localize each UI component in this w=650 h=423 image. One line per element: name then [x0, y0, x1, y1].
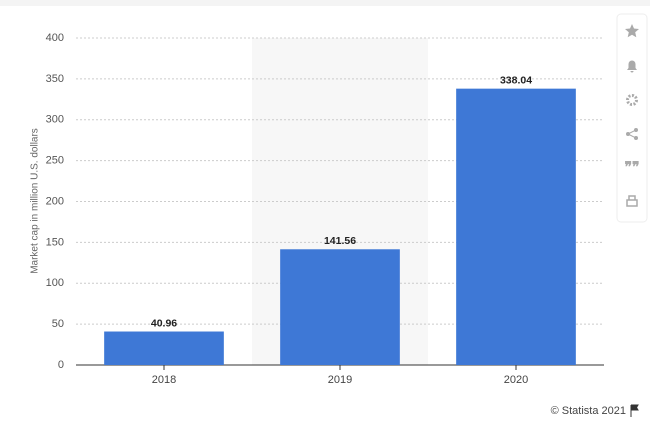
side-toolbar: ❞❞ [616, 13, 648, 223]
credit: © Statista 2021 [551, 405, 626, 417]
quote-icon[interactable]: ❞❞ [624, 159, 639, 175]
bar [104, 331, 224, 365]
y-tick-label: 100 [46, 277, 64, 289]
y-tick-label: 0 [58, 359, 64, 371]
y-tick-label: 50 [52, 318, 64, 330]
gear-icon[interactable] [626, 94, 638, 106]
top-strip [0, 0, 650, 6]
y-tick-label: 400 [46, 32, 64, 44]
y-tick-label: 250 [46, 155, 64, 167]
y-axis-label: Market cap in million U.S. dollars [30, 128, 41, 274]
bar [280, 249, 400, 365]
x-tick-label: 2020 [504, 374, 528, 386]
share-icon[interactable] [626, 128, 638, 140]
bar [456, 88, 576, 366]
bell-icon[interactable] [627, 60, 637, 73]
data-label: 141.56 [324, 235, 356, 247]
y-tick-label: 200 [46, 195, 64, 207]
toolbar-panel [616, 13, 648, 223]
x-tick-label: 2018 [152, 374, 176, 386]
star-icon[interactable] [625, 24, 639, 38]
x-tick-label: 2019 [328, 374, 352, 386]
y-tick-label: 150 [46, 236, 64, 248]
print-icon[interactable] [626, 195, 638, 207]
data-label: 40.96 [151, 317, 177, 329]
data-label: 338.04 [500, 74, 532, 86]
y-tick-label: 350 [46, 73, 64, 85]
flag-icon[interactable] [630, 404, 639, 417]
y-tick-label: 300 [46, 114, 64, 126]
